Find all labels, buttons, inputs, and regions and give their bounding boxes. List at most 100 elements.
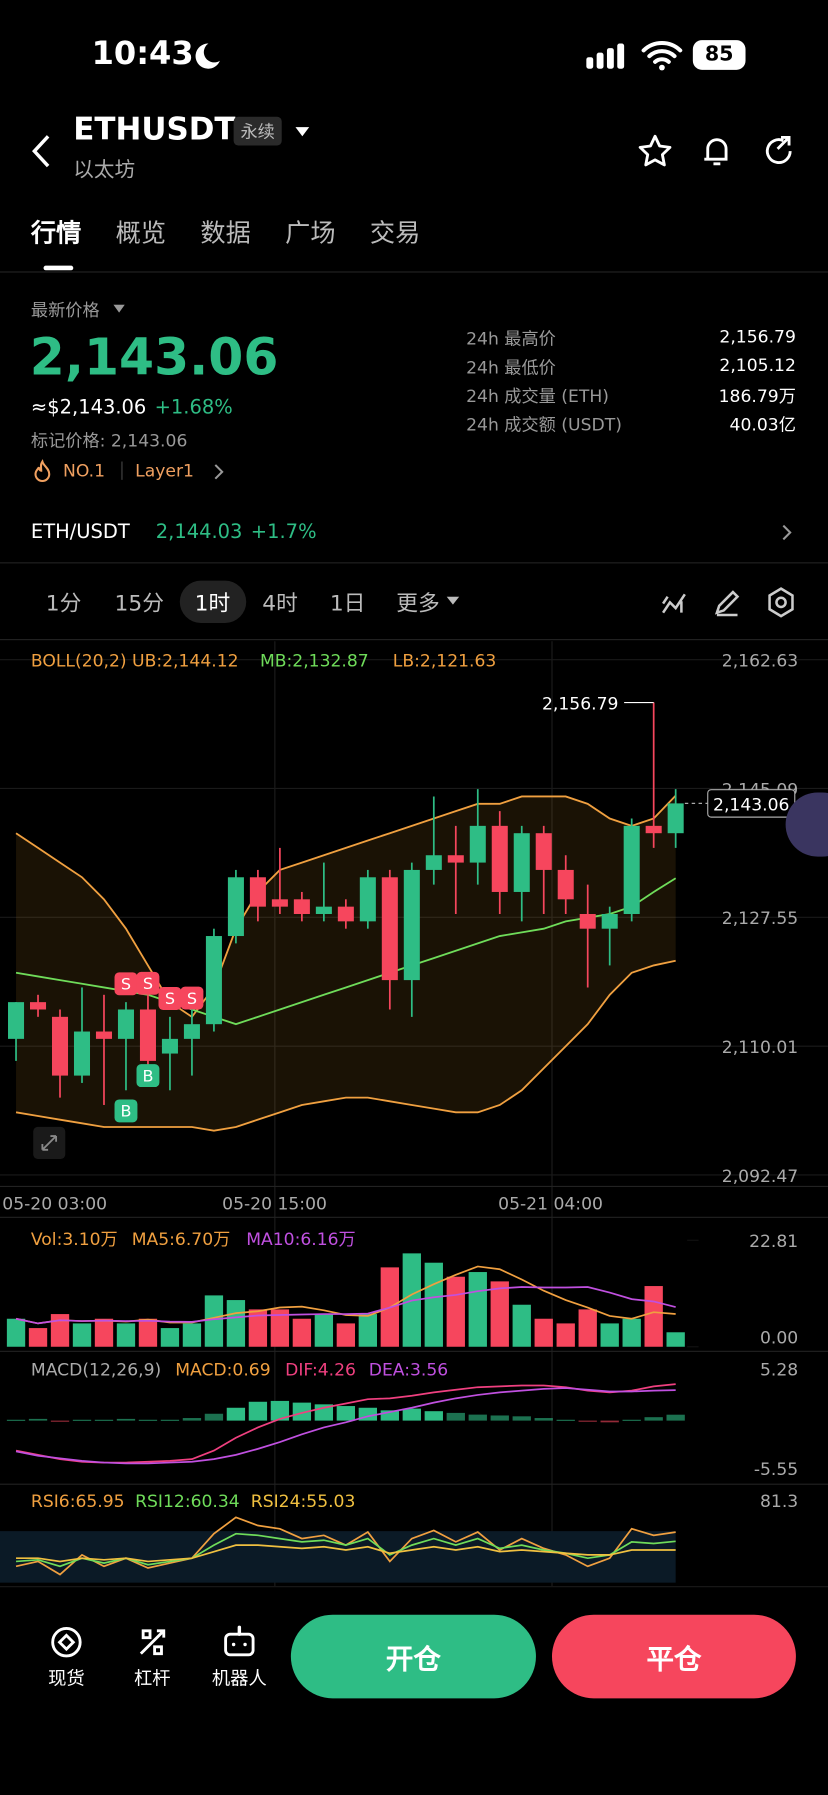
stat-label: 24h 最高价 — [466, 328, 556, 350]
volume-bar — [94, 1318, 114, 1347]
close-button[interactable]: 平仓 — [551, 1614, 796, 1699]
x-tick-label: 05-20 03:00 — [2, 1194, 107, 1214]
candle-body — [73, 1031, 91, 1076]
contract-tag: 永续 — [233, 116, 282, 146]
volume-bar — [666, 1332, 685, 1347]
legend: MACD:0.69 — [175, 1360, 270, 1380]
high-label: 2,156.79 — [542, 694, 618, 714]
candle-body — [359, 877, 376, 922]
macd-bar — [402, 1408, 421, 1421]
spot-pair[interactable]: ETH/USDT — [30, 521, 130, 544]
symbol[interactable]: ETHUSDT — [73, 112, 236, 148]
tab[interactable]: 概览 — [115, 219, 167, 249]
interval[interactable]: 15分 — [114, 590, 164, 617]
candle-body — [447, 855, 464, 863]
legend: MA5:6.70万 — [132, 1230, 231, 1250]
x-tick-label: 05-20 15:00 — [222, 1194, 327, 1214]
sector[interactable]: Layer1 — [135, 460, 194, 481]
candle-body — [469, 825, 486, 863]
candle-body — [51, 1016, 69, 1076]
leverage-icon[interactable] — [134, 1624, 171, 1661]
interval[interactable]: 1时 — [194, 590, 231, 617]
divider — [0, 562, 828, 564]
candle-body — [623, 825, 640, 914]
macd-bar — [578, 1420, 597, 1422]
trade-marker-label: S — [121, 975, 131, 994]
volume-bar — [490, 1281, 509, 1347]
macd-bar — [204, 1413, 224, 1421]
legend: Vol:3.10万 — [31, 1230, 118, 1250]
nav-item[interactable]: 现货 — [48, 1667, 85, 1690]
macd-bar — [138, 1419, 158, 1421]
tab[interactable]: 交易 — [369, 219, 421, 249]
macd-bar — [292, 1402, 312, 1421]
trade-marker — [136, 1064, 160, 1088]
volume-bar — [270, 1309, 290, 1347]
mark-price: 标记价格: 2,143.06 — [30, 430, 188, 452]
favorite-button[interactable] — [637, 133, 674, 170]
legend: RSI12:60.34 — [135, 1492, 240, 1512]
tab[interactable]: 行情 — [30, 219, 82, 249]
volume-bar — [468, 1272, 487, 1347]
trade-marker-label: S — [165, 989, 175, 1008]
alert-button[interactable] — [699, 133, 736, 170]
macd-bar — [72, 1419, 92, 1421]
macd-bar — [336, 1406, 356, 1421]
volume-bar — [72, 1323, 92, 1347]
share-button[interactable] — [760, 133, 797, 170]
candle-body — [8, 1002, 25, 1039]
back-button[interactable] — [27, 133, 54, 170]
interval[interactable]: 1日 — [329, 590, 366, 617]
sector-chevron — [214, 464, 224, 480]
candle-body — [557, 869, 574, 900]
volume-bar — [358, 1314, 377, 1347]
interval-active — [179, 580, 247, 623]
divider — [0, 271, 828, 273]
candle-body — [535, 833, 552, 870]
y-tick-label: 2,162.63 — [722, 652, 798, 672]
draw-button[interactable] — [712, 587, 742, 617]
candle-body — [315, 906, 332, 914]
settings-button[interactable] — [766, 586, 796, 618]
legend: BOLL(20,2) UB:2,144.12 — [31, 652, 239, 672]
boll-lb — [15, 959, 676, 1132]
volume-bar — [204, 1295, 224, 1347]
candle-body — [183, 1024, 200, 1039]
tab[interactable]: 数据 — [200, 219, 251, 249]
tab[interactable]: 广场 — [285, 219, 336, 249]
spot-change: +1.7% — [250, 521, 317, 544]
open-button[interactable]: 开仓 — [290, 1614, 536, 1699]
stat-label: 24h 成交额 (USDT) — [466, 414, 622, 436]
legend: DIF:4.26 — [285, 1360, 356, 1380]
legend: LB:2,121.63 — [393, 652, 497, 672]
macd-bar — [248, 1401, 268, 1421]
macd-dif — [15, 1383, 676, 1464]
spot-chevron[interactable] — [781, 523, 792, 541]
legend: DEA:3.56 — [369, 1360, 448, 1380]
dropdown-caret[interactable] — [294, 126, 310, 137]
interval[interactable]: 1分 — [45, 590, 82, 617]
expand-button[interactable] — [32, 1126, 66, 1160]
boll-band — [16, 795, 676, 1131]
legend: MA10:6.16万 — [246, 1230, 356, 1250]
bot-icon[interactable] — [221, 1624, 258, 1661]
interval[interactable]: 更多 — [396, 590, 440, 617]
volume-bar — [226, 1300, 246, 1347]
candle-body — [249, 877, 266, 907]
spot-icon[interactable] — [48, 1624, 85, 1661]
volume-bar — [622, 1318, 641, 1347]
nav-item[interactable]: 杠杆 — [133, 1667, 171, 1690]
macd-bar — [380, 1410, 399, 1421]
trade-marker-label: S — [143, 974, 153, 993]
candle-body — [95, 1031, 113, 1039]
rank: NO.1 — [62, 460, 106, 481]
indicator-button[interactable] — [660, 587, 690, 617]
interval[interactable]: 4时 — [262, 590, 298, 617]
macd-bar — [490, 1415, 509, 1421]
y-tick-label: 22.81 — [749, 1232, 798, 1252]
macd-bar — [622, 1419, 641, 1421]
macd-bar — [600, 1420, 619, 1423]
volume-bar — [6, 1318, 26, 1347]
nav-item[interactable]: 机器人 — [211, 1667, 267, 1690]
